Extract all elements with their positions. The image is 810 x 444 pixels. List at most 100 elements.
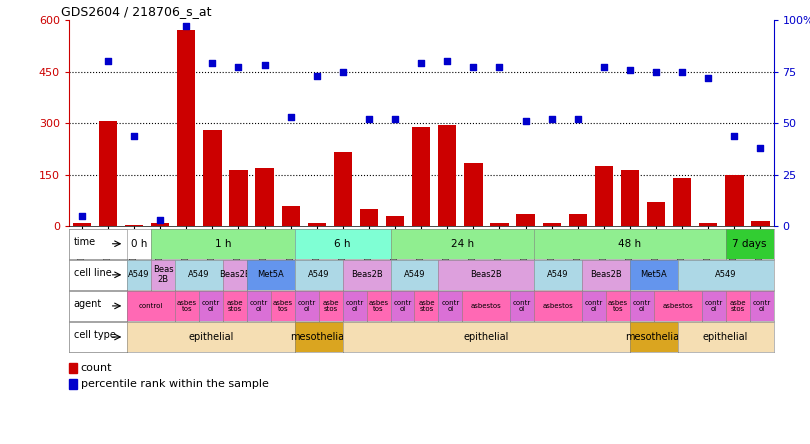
Text: asbestos: asbestos <box>663 303 693 309</box>
Text: asbes
tos: asbes tos <box>369 300 389 312</box>
Bar <box>151 223 169 226</box>
Bar <box>699 223 718 226</box>
Text: contr
ol: contr ol <box>513 300 531 312</box>
Point <box>754 144 767 151</box>
Bar <box>386 216 404 226</box>
Text: contr
ol: contr ol <box>585 300 603 312</box>
Point <box>624 66 637 73</box>
Text: time: time <box>74 237 96 247</box>
Point <box>519 118 532 125</box>
Point <box>441 58 454 65</box>
Text: asbes
tos: asbes tos <box>177 300 197 312</box>
Bar <box>203 130 221 226</box>
Bar <box>125 225 143 226</box>
Point <box>701 74 714 81</box>
Bar <box>282 206 300 226</box>
Point <box>310 72 323 79</box>
Bar <box>490 223 509 226</box>
Text: Beas2B: Beas2B <box>351 270 382 279</box>
Text: epithelial: epithelial <box>703 332 748 342</box>
Text: count: count <box>80 363 112 373</box>
Text: 1 h: 1 h <box>215 239 231 249</box>
Text: A549: A549 <box>308 270 330 279</box>
Text: percentile rank within the sample: percentile rank within the sample <box>80 379 268 389</box>
Text: contr
ol: contr ol <box>297 300 316 312</box>
Bar <box>73 223 91 226</box>
Bar <box>595 166 613 226</box>
Point <box>101 58 114 65</box>
Bar <box>569 214 587 226</box>
Bar <box>412 127 430 226</box>
Point <box>336 68 349 75</box>
Text: A549: A549 <box>129 270 150 279</box>
Text: 7 days: 7 days <box>732 239 767 249</box>
Point <box>363 115 376 123</box>
Text: contr
ol: contr ol <box>441 300 459 312</box>
Bar <box>543 223 561 226</box>
Text: contr
ol: contr ol <box>394 300 411 312</box>
Bar <box>464 163 483 226</box>
Text: Met5A: Met5A <box>641 270 667 279</box>
Text: A549: A549 <box>548 270 569 279</box>
Text: cell type: cell type <box>74 330 115 341</box>
Bar <box>725 175 744 226</box>
Bar <box>334 152 352 226</box>
Point <box>415 60 428 67</box>
Point <box>571 115 584 123</box>
Text: cell line: cell line <box>74 268 111 278</box>
Text: Beas
2B: Beas 2B <box>153 266 173 284</box>
Point <box>258 62 271 69</box>
Text: Beas2B: Beas2B <box>590 270 622 279</box>
Text: epithelial: epithelial <box>463 332 509 342</box>
Bar <box>177 30 195 226</box>
Bar <box>308 223 326 226</box>
Bar <box>69 363 77 373</box>
Bar <box>647 202 665 226</box>
Text: A549: A549 <box>403 270 425 279</box>
Point <box>545 115 558 123</box>
Bar <box>69 379 77 389</box>
Text: asbe
stos: asbe stos <box>227 300 243 312</box>
Text: contr
ol: contr ol <box>202 300 220 312</box>
Point <box>728 132 741 139</box>
Text: contr
ol: contr ol <box>752 300 770 312</box>
Text: contr
ol: contr ol <box>249 300 268 312</box>
Bar <box>438 125 456 226</box>
Point <box>493 64 506 71</box>
Bar <box>99 122 117 226</box>
Text: control: control <box>139 303 164 309</box>
Text: 6 h: 6 h <box>335 239 351 249</box>
Text: 48 h: 48 h <box>618 239 642 249</box>
Point <box>206 60 219 67</box>
Text: A549: A549 <box>188 270 210 279</box>
Text: mesothelial: mesothelial <box>290 332 347 342</box>
Text: A549: A549 <box>715 270 736 279</box>
Bar <box>752 221 770 226</box>
Bar <box>517 214 535 226</box>
Text: asbe
stos: asbe stos <box>729 300 746 312</box>
Text: asbestos: asbestos <box>471 303 501 309</box>
Bar <box>229 170 248 226</box>
Point <box>232 64 245 71</box>
Point <box>284 114 297 121</box>
Text: contr
ol: contr ol <box>346 300 364 312</box>
Point <box>180 23 193 30</box>
Text: agent: agent <box>74 299 102 309</box>
Text: asbestos: asbestos <box>543 303 573 309</box>
Text: GDS2604 / 218706_s_at: GDS2604 / 218706_s_at <box>61 5 211 18</box>
Bar <box>255 168 274 226</box>
Text: Beas2B: Beas2B <box>471 270 502 279</box>
Text: mesothelial: mesothelial <box>625 332 682 342</box>
Text: 0 h: 0 h <box>131 239 147 249</box>
Text: Beas2B: Beas2B <box>219 270 251 279</box>
Point <box>598 64 611 71</box>
Bar <box>673 178 691 226</box>
Text: 24 h: 24 h <box>451 239 474 249</box>
Text: asbe
stos: asbe stos <box>322 300 339 312</box>
Point <box>389 115 402 123</box>
Bar <box>360 209 378 226</box>
Text: contr
ol: contr ol <box>705 300 723 312</box>
Point <box>676 68 688 75</box>
Bar <box>620 170 639 226</box>
Text: contr
ol: contr ol <box>633 300 651 312</box>
